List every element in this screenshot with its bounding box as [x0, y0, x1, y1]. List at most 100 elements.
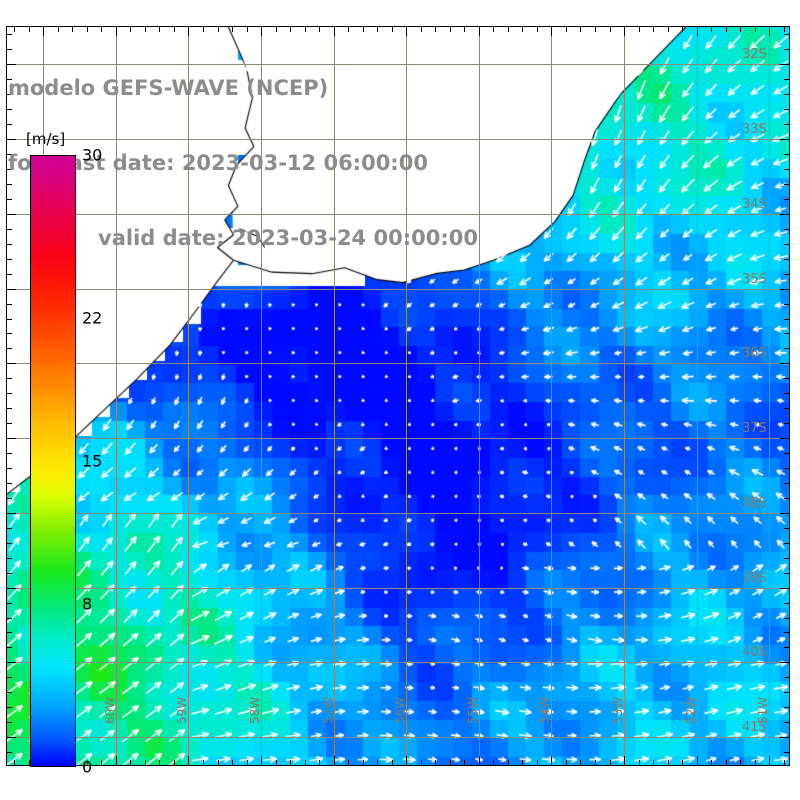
axis-tick — [610, 27, 611, 32]
axis-tick — [7, 378, 12, 379]
axis-tick — [566, 27, 567, 32]
axis-tick — [435, 760, 436, 765]
axis-tick — [7, 184, 12, 185]
axis-tick — [232, 27, 233, 32]
axis-tick — [784, 468, 789, 469]
axis-tick — [784, 109, 789, 110]
axis-tick — [740, 27, 741, 32]
axis-tick — [159, 760, 160, 765]
axis-tick — [624, 27, 625, 36]
axis-tick — [784, 408, 789, 409]
axis-tick — [780, 438, 789, 439]
axis-tick — [639, 760, 640, 765]
axis-tick — [780, 64, 789, 65]
axis-tick — [290, 27, 291, 32]
axis-tick — [784, 304, 789, 305]
axis-tick — [406, 756, 407, 765]
axis-tick — [784, 124, 789, 125]
parallel-line — [7, 737, 789, 739]
axis-tick — [87, 27, 88, 32]
axis-tick — [522, 760, 523, 765]
axis-tick — [551, 27, 552, 36]
axis-tick — [610, 760, 611, 765]
axis-tick — [780, 363, 789, 364]
axis-tick — [7, 94, 12, 95]
axis-tick — [334, 27, 335, 36]
wind-field-canvas — [7, 27, 789, 765]
meridian-line — [696, 27, 698, 765]
axis-tick — [7, 438, 16, 439]
axis-tick — [7, 124, 12, 125]
axis-tick — [780, 662, 789, 663]
axis-tick — [174, 27, 175, 32]
axis-tick — [784, 319, 789, 320]
axis-tick — [218, 760, 219, 765]
axis-tick — [784, 154, 789, 155]
axis-tick — [290, 760, 291, 765]
axis-tick — [7, 289, 16, 290]
axis-tick — [7, 528, 12, 529]
axis-tick — [784, 244, 789, 245]
axis-tick — [101, 27, 102, 32]
meridian-line — [406, 27, 408, 765]
axis-tick — [377, 760, 378, 765]
axis-tick — [784, 199, 789, 200]
axis-tick — [29, 27, 30, 32]
axis-tick — [668, 760, 669, 765]
axis-tick — [595, 27, 596, 32]
axis-tick — [7, 483, 12, 484]
axis-tick — [784, 169, 789, 170]
axis-tick — [14, 760, 15, 765]
axis-tick — [537, 760, 538, 765]
axis-tick — [580, 27, 581, 32]
axis-tick — [784, 94, 789, 95]
axis-tick — [435, 27, 436, 32]
axis-tick — [247, 27, 248, 32]
axis-tick — [7, 393, 12, 394]
axis-tick — [784, 692, 789, 693]
colorbar-gradient — [30, 155, 76, 767]
axis-tick — [780, 139, 789, 140]
axis-tick — [784, 528, 789, 529]
axis-tick — [7, 707, 12, 708]
axis-tick — [464, 760, 465, 765]
axis-tick — [363, 27, 364, 32]
axis-tick — [421, 760, 422, 765]
colorbar-unit-label: [m/s] — [26, 130, 66, 148]
axis-tick — [7, 647, 12, 648]
axis-tick — [7, 408, 12, 409]
axis-tick — [784, 229, 789, 230]
axis-tick — [780, 737, 789, 738]
axis-tick — [780, 513, 789, 514]
axis-tick — [7, 618, 12, 619]
axis-tick — [421, 27, 422, 32]
parallel-line — [7, 213, 789, 215]
axis-tick — [363, 760, 364, 765]
colorbar — [30, 155, 76, 767]
axis-tick — [7, 513, 16, 514]
axis-tick — [232, 760, 233, 765]
axis-tick — [7, 632, 12, 633]
axis-tick — [7, 274, 12, 275]
axis-tick — [784, 259, 789, 260]
axis-tick — [7, 588, 16, 589]
axis-tick — [566, 760, 567, 765]
axis-tick — [784, 483, 789, 484]
axis-tick — [188, 27, 189, 36]
axis-tick — [784, 423, 789, 424]
axis-tick — [784, 34, 789, 35]
axis-tick — [726, 760, 727, 765]
wind-speed-field — [7, 27, 789, 765]
axis-tick — [769, 756, 770, 765]
axis-tick — [43, 27, 44, 36]
axis-tick — [7, 558, 12, 559]
axis-tick — [392, 27, 393, 32]
meridian-line — [624, 27, 626, 765]
axis-tick — [780, 588, 789, 589]
parallel-line — [7, 363, 789, 365]
axis-tick — [7, 752, 12, 753]
axis-tick — [7, 543, 12, 544]
meridian-line — [478, 27, 480, 765]
axis-tick — [276, 27, 277, 32]
